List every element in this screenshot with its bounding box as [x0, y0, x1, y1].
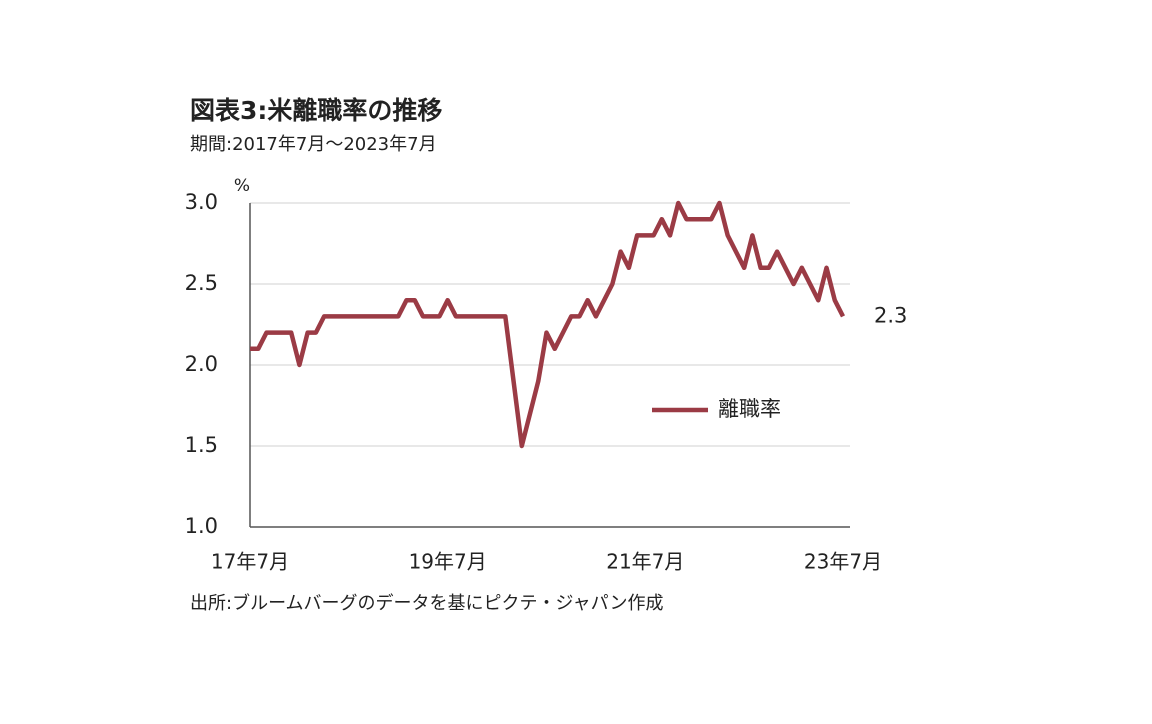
x-tick-label: 17年7月 — [211, 550, 289, 574]
x-tick-label: 19年7月 — [409, 550, 487, 574]
data-line — [250, 200, 846, 449]
y-tick-label: 3.0 — [185, 190, 218, 214]
y-tick-label: 2.5 — [185, 271, 218, 295]
source-note: 出所:ブルームバーグのデータを基にピクテ・ジャパン作成 — [190, 592, 664, 614]
y-tick-label: 1.5 — [185, 433, 218, 457]
y-tick-label: 2.0 — [185, 352, 218, 376]
x-tick-label: 23年7月 — [804, 550, 882, 574]
end-value-label: 2.3 — [874, 303, 907, 327]
legend-label: 離職率 — [718, 397, 781, 421]
y-axis-label: % — [234, 176, 250, 196]
chart-subtitle: 期間:2017年7月～2023年7月 — [190, 134, 437, 155]
y-tick-label: 1.0 — [185, 514, 218, 538]
x-tick-label: 21年7月 — [606, 550, 684, 574]
chart-title: 図表3:米離職率の推移 — [190, 96, 442, 125]
